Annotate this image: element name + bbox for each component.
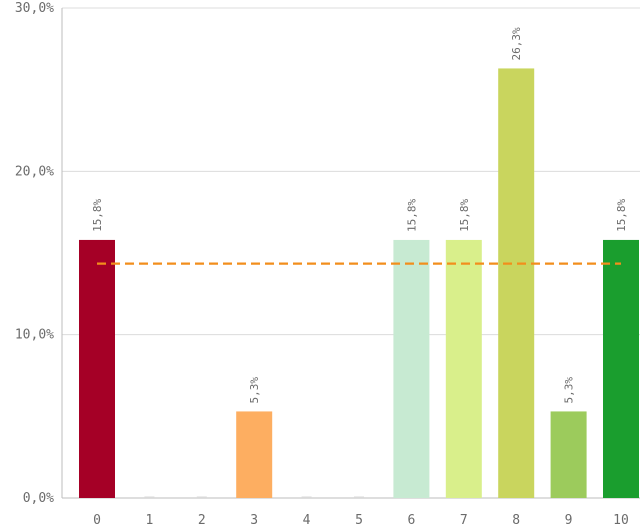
y-tick-label: 10,0% (15, 328, 54, 343)
y-tick-label: 0,0% (23, 491, 54, 506)
x-tick-label: 1 (145, 513, 153, 528)
bar-0 (79, 239, 115, 498)
data-label-3: 5,3% (248, 377, 261, 404)
data-label-9: 5,3% (563, 377, 576, 404)
x-tick-label: 3 (250, 513, 258, 528)
y-tick-label: 30,0% (15, 1, 54, 16)
bar-10 (603, 239, 639, 498)
data-label-8: 26,3% (510, 27, 523, 60)
y-axis: 0,0% 10,0% 20,0% 30,0% (15, 1, 63, 506)
x-tick-label: 8 (512, 513, 520, 528)
bar-4 (301, 496, 312, 498)
x-tick-label: 0 (93, 513, 101, 528)
bar-3 (236, 411, 273, 498)
bar-5 (354, 496, 364, 498)
data-label-7: 15,8% (458, 198, 471, 231)
x-tick-label: 4 (303, 513, 311, 528)
x-tick-label: 2 (198, 513, 206, 528)
x-tick-label: 10 (613, 513, 629, 528)
bar-8 (498, 68, 535, 498)
data-label-6: 15,8% (405, 198, 418, 231)
gridlines (62, 7, 640, 499)
data-labels: 15,8% 5,3% 15,8% 15,8% 26,3% 5,3% 15,8% (91, 27, 628, 403)
bar-9 (550, 411, 587, 498)
data-label-10: 15,8% (615, 198, 628, 231)
bars (79, 68, 639, 498)
x-axis: 0 1 2 3 4 5 6 7 8 9 10 (93, 513, 629, 528)
x-tick-label: 7 (460, 513, 468, 528)
y-tick-label: 20,0% (15, 164, 54, 179)
data-label-0: 15,8% (91, 198, 104, 231)
bar-7 (445, 239, 482, 498)
bar-6 (393, 239, 430, 498)
bar-2 (196, 496, 207, 498)
bar-1 (144, 496, 155, 498)
x-tick-label: 6 (407, 513, 415, 528)
x-tick-label: 5 (355, 513, 363, 528)
x-tick-label: 9 (565, 513, 573, 528)
